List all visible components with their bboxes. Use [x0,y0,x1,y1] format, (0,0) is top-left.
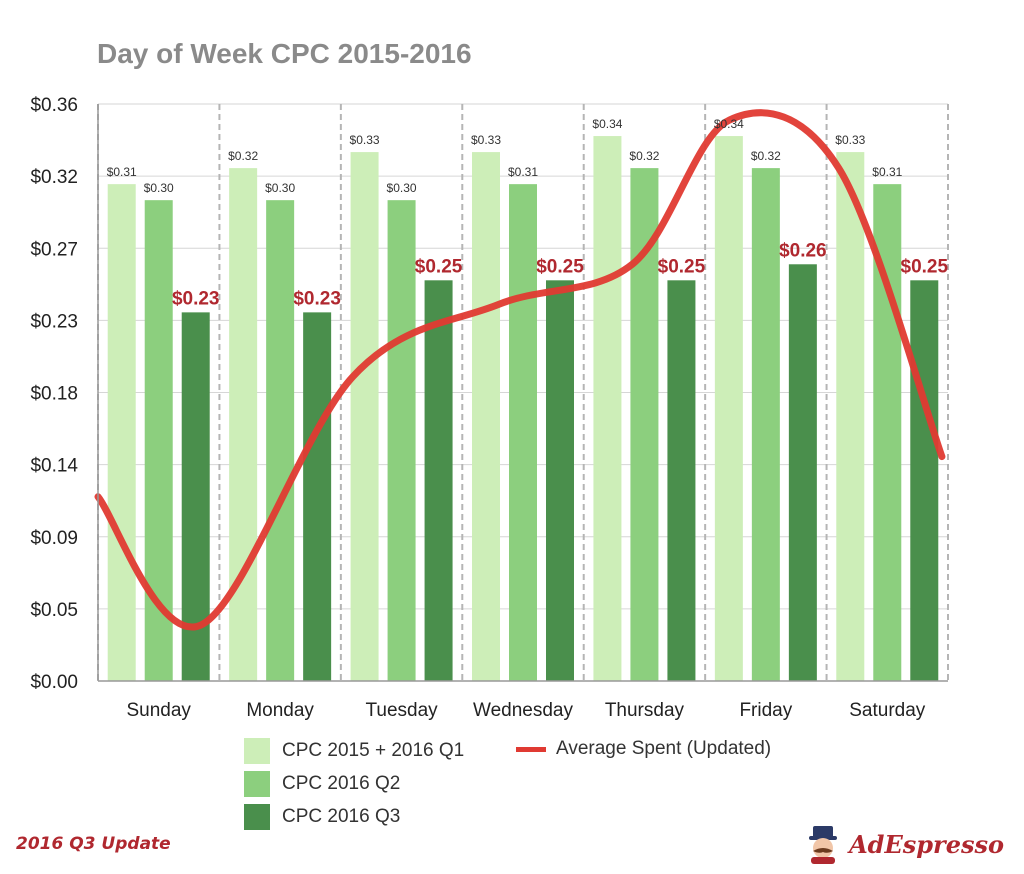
y-tick-label: $0.18 [30,384,78,405]
legend-item-series-3: CPC 2016 Q3 [244,804,400,830]
bar [387,200,416,681]
y-tick-label: $0.05 [30,600,78,621]
x-tick-label: Saturday [849,700,926,721]
bar [667,280,696,681]
y-tick-label: $0.36 [30,95,78,116]
bar [472,152,500,682]
brand-logo: AdEspresso [805,824,1004,864]
legend-item-series-1: CPC 2015 + 2016 Q1 [244,738,464,764]
x-tick-label: Sunday [126,700,191,721]
bar [509,184,537,681]
x-tick-label: Wednesday [473,700,573,721]
y-tick-label: $0.27 [30,239,78,260]
bars-layer [107,136,939,682]
data-label: $0.31 [508,165,538,179]
chart-title: Day of Week CPC 2015-2016 [97,38,472,69]
bar [630,168,659,682]
bar [910,280,939,681]
y-tick-label: $0.09 [30,528,78,549]
x-tick-label: Friday [739,700,792,721]
footer-note: 2016 Q3 Update [16,834,171,854]
data-label: $0.23 [172,288,220,309]
data-label: $0.32 [228,149,258,163]
data-label: $0.23 [293,288,341,309]
data-label: $0.31 [107,165,137,179]
legend-label-average: Average Spent (Updated) [556,738,772,759]
y-tick-label: $0.23 [30,311,78,332]
data-label: $0.30 [265,181,295,195]
data-label: $0.25 [415,256,463,277]
data-label: $0.34 [592,117,622,131]
legend-item-average: Average Spent (Updated) [516,738,771,760]
data-label: $0.34 [714,117,744,131]
bar [546,280,574,681]
bar [836,152,865,682]
x-tick-label: Monday [246,700,314,721]
y-tick-label: $0.14 [30,456,78,477]
y-tick-label: $0.32 [30,167,78,188]
data-label: $0.32 [629,149,659,163]
legend-label-series-3: CPC 2016 Q3 [282,806,401,827]
data-label: $0.33 [835,133,865,147]
data-label: $0.25 [658,256,706,277]
bar [751,168,780,682]
data-label: $0.31 [872,165,902,179]
legend-swatch-series-1 [244,738,270,764]
legend-item-series-2: CPC 2016 Q2 [244,771,400,797]
data-label: $0.26 [779,240,827,261]
legend-swatch-series-3 [244,804,270,830]
bar [593,136,622,682]
average-line [94,109,946,631]
bar [788,264,817,681]
axis-layer: $0.00 $0.05 $0.09 $0.14 $0.18 $0.23 $0.27 $0.32… [30,95,948,721]
mascot-icon [809,826,838,864]
bar [107,184,136,681]
legend-label-series-2: CPC 2016 Q2 [282,773,401,794]
brand-name: AdEspresso [849,829,1004,859]
legend-line-average [516,746,546,752]
labels-layer: $0.31 $0.32 $0.33 $0.33 $0.34 $0.34 $0.33 $0.30… [107,117,949,309]
data-label: $0.25 [536,256,584,277]
bar [424,280,453,681]
bar [266,200,295,681]
bar [303,312,332,681]
data-label: $0.32 [751,149,781,163]
bar [350,152,379,682]
x-tick-label: Thursday [605,700,685,721]
y-tick-label: $0.00 [30,672,78,693]
data-label: $0.33 [350,133,380,147]
line-layer [94,109,946,631]
data-label: $0.30 [144,181,174,195]
bar [229,168,258,682]
data-label: $0.33 [471,133,501,147]
data-label: $0.30 [387,181,417,195]
legend-label-series-1: CPC 2015 + 2016 Q1 [282,740,465,761]
legend-swatch-series-2 [244,771,270,797]
x-tick-label: Tuesday [365,700,438,721]
data-label: $0.25 [901,256,949,277]
bar [714,136,743,682]
